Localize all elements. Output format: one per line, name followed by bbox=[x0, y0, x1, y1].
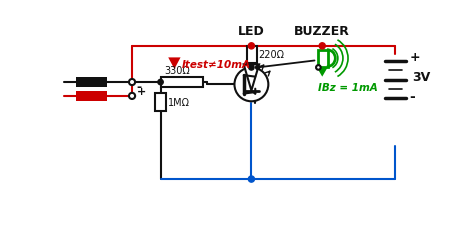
Circle shape bbox=[248, 44, 255, 50]
Circle shape bbox=[129, 80, 135, 86]
Circle shape bbox=[235, 68, 268, 102]
Bar bbox=[76, 91, 107, 102]
Circle shape bbox=[158, 80, 163, 85]
Text: 3V: 3V bbox=[412, 71, 430, 84]
Text: 1MΩ: 1MΩ bbox=[168, 98, 190, 108]
Bar bbox=[247, 47, 257, 63]
Bar bbox=[318, 50, 328, 67]
Bar bbox=[161, 78, 203, 87]
Circle shape bbox=[316, 66, 321, 70]
Polygon shape bbox=[168, 58, 181, 70]
Circle shape bbox=[129, 93, 135, 100]
Text: +: + bbox=[409, 51, 420, 64]
Circle shape bbox=[319, 44, 325, 50]
Polygon shape bbox=[244, 65, 259, 91]
Circle shape bbox=[248, 176, 255, 182]
Text: IBz = 1mA: IBz = 1mA bbox=[319, 82, 378, 92]
Polygon shape bbox=[317, 68, 328, 77]
Text: +: + bbox=[137, 87, 146, 97]
Bar bbox=[155, 93, 166, 112]
Text: -: - bbox=[409, 90, 415, 104]
Text: 220Ω: 220Ω bbox=[258, 50, 284, 60]
Text: LED: LED bbox=[238, 25, 265, 38]
Text: -: - bbox=[137, 81, 142, 94]
Text: BUZZER: BUZZER bbox=[294, 25, 350, 38]
Text: 330Ω: 330Ω bbox=[164, 66, 190, 76]
Circle shape bbox=[249, 65, 254, 71]
Circle shape bbox=[255, 66, 259, 70]
Bar bbox=[76, 77, 107, 88]
Text: Itest≠10mA: Itest≠10mA bbox=[182, 59, 251, 69]
